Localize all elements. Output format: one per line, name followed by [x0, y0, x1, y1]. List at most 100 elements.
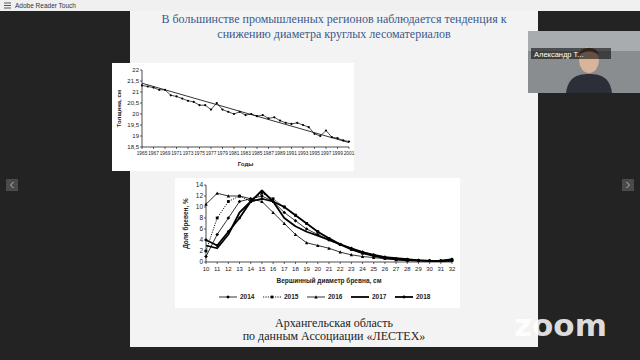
x-tick-label: 14 — [247, 266, 254, 272]
data-point — [141, 84, 143, 86]
data-point — [316, 230, 319, 233]
x-tick — [222, 147, 223, 149]
data-point — [285, 122, 287, 124]
x-tick — [306, 262, 307, 264]
x-tick-label: 15 — [259, 266, 266, 272]
y-tick — [140, 103, 142, 104]
data-point — [227, 194, 230, 197]
x-tick-label: 22 — [337, 266, 344, 272]
x-tick — [329, 262, 330, 264]
y-tick — [204, 207, 206, 208]
series-line — [206, 191, 452, 261]
data-point — [204, 104, 206, 106]
x-tick — [440, 262, 441, 264]
nav-arrow[interactable] — [622, 179, 634, 191]
data-point — [294, 233, 297, 236]
data-point — [227, 200, 230, 203]
data-point — [272, 200, 275, 203]
data-point — [439, 260, 442, 263]
x-tick-label: 1989 — [275, 151, 286, 156]
x-tick-label: 12 — [225, 266, 232, 272]
plot-area — [204, 191, 454, 263]
chart-background — [175, 178, 460, 308]
menu-line — [4, 5, 11, 6]
series-line — [206, 193, 452, 261]
data-point — [282, 211, 286, 215]
x-tick-label: 28 — [404, 266, 411, 272]
plot-area — [141, 83, 350, 142]
menu-icon[interactable] — [4, 3, 11, 9]
x-tick — [280, 147, 281, 149]
y-tick — [140, 92, 142, 93]
data-point — [350, 248, 353, 251]
chart-background — [112, 63, 354, 171]
data-point — [204, 202, 207, 205]
nav-arrow-box — [622, 179, 634, 191]
data-point — [271, 211, 274, 214]
data-point — [273, 116, 275, 118]
x-tick — [351, 262, 352, 264]
y-tick — [140, 70, 142, 71]
y-axis-title: Доля бревен, % — [182, 198, 190, 249]
x-tick — [314, 147, 315, 149]
data-point — [181, 98, 183, 100]
slide — [130, 11, 538, 347]
legend-marker — [271, 296, 274, 299]
x-tick-label: 10 — [203, 266, 210, 272]
x-tick-label: 1993 — [298, 151, 309, 156]
x-tick — [384, 262, 385, 264]
x-tick-label: 32 — [449, 266, 456, 272]
slide-title: В большинстве промышленных регионов набл… — [162, 12, 507, 26]
x-tick-label: 1981 — [229, 151, 240, 156]
x-tick-label: 29 — [415, 266, 422, 272]
x-tick-label: 13 — [236, 266, 243, 272]
data-point — [175, 95, 177, 97]
data-point — [158, 89, 160, 91]
y-tick — [140, 136, 142, 137]
x-tick-label: 30 — [426, 266, 433, 272]
data-point — [216, 102, 218, 104]
x-tick — [303, 147, 304, 149]
legend-label: 2015 — [284, 293, 299, 300]
y-tick-label: 21,5 — [127, 78, 139, 84]
y-tick-label: 22 — [132, 67, 139, 73]
data-point — [216, 217, 219, 220]
x-tick-label: 1965 — [137, 151, 148, 156]
person-body — [566, 74, 612, 93]
x-tick-label: 20 — [314, 266, 321, 272]
data-point — [372, 255, 375, 258]
data-point — [361, 252, 364, 255]
y-tick — [204, 218, 206, 219]
x-tick-label: 25 — [370, 266, 377, 272]
x-tick-label: 2001 — [344, 151, 355, 156]
data-point — [305, 222, 308, 225]
y-tick-label: 6 — [199, 225, 203, 232]
y-axis — [206, 185, 207, 262]
data-point — [339, 243, 342, 246]
x-tick-label: 1979 — [217, 151, 228, 156]
data-point — [339, 243, 342, 246]
x-tick-label: 31 — [437, 266, 444, 272]
data-point — [249, 200, 252, 203]
chart: 0246810121410111213141516171819202122232… — [175, 178, 460, 308]
y-tick-label: 20,5 — [127, 100, 139, 106]
data-point — [417, 259, 421, 262]
y-tick — [140, 114, 142, 115]
video-background — [528, 31, 640, 93]
legend-swatch — [351, 296, 369, 298]
y-tick — [204, 229, 206, 230]
data-point — [210, 109, 212, 111]
data-point — [283, 222, 286, 225]
x-tick — [273, 262, 274, 264]
x-tick — [268, 147, 269, 149]
y-tick-label: 14 — [196, 181, 204, 188]
data-point — [198, 104, 200, 106]
y-tick-label: 21 — [132, 89, 139, 95]
nav-arrow[interactable] — [6, 179, 18, 191]
data-point — [372, 255, 375, 258]
x-tick — [452, 262, 453, 264]
y-tick-label: 18,5 — [127, 144, 139, 150]
legend-marker — [314, 295, 317, 298]
series-line — [142, 85, 349, 141]
menu-line — [4, 8, 11, 9]
